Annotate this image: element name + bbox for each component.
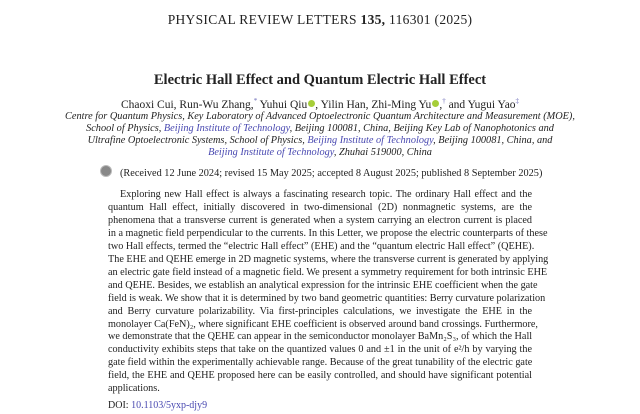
abstract-line: monolayer Ca(FeN)₂, where significant EH… (108, 318, 538, 330)
institution-link[interactable]: Beijing Institute of Technology (208, 147, 334, 158)
orcid-icon[interactable] (432, 99, 440, 107)
affiliation-line: Ultrafine Optoelectronic Systems, School… (0, 135, 640, 147)
footnote-mark[interactable]: * (253, 97, 258, 105)
abstract-line: we demonstrate that the QEHE can appear … (108, 331, 533, 343)
abstract-line: field, the EHE and QEHE proposed here ca… (108, 370, 532, 382)
abstract-line: quantum Hall effect, initially discovere… (108, 201, 532, 213)
author: and Yugui Yao (448, 98, 516, 111)
dates-text: (Received 12 June 2024; revised 15 May 2… (120, 168, 543, 179)
footnote-mark[interactable]: † (442, 97, 446, 105)
received-dates: (Received 12 June 2024; revised 15 May 2… (100, 165, 542, 179)
abstract-line: an electric gate field instead of a magn… (108, 266, 548, 278)
author: Chaoxi Cui, (120, 98, 177, 111)
author: Yuhui Qiu (259, 98, 308, 111)
doi-label: DOI: (108, 400, 129, 411)
institution-link[interactable]: Beijing Institute of Technology (307, 135, 434, 146)
abstract-line: phenomena that a transverse current is g… (108, 214, 532, 226)
affiliation-text: , Zhuhai 519000, China (333, 147, 432, 158)
footnote-mark[interactable]: ‡ (515, 97, 520, 105)
author-list: Chaoxi Cui, Run-Wu Zhang,* Yuhui Qiu , Yi… (0, 97, 640, 111)
affiliation-text: , Beijing 100081, China, and (433, 135, 553, 146)
affiliation-text: Ultrafine Optoelectronic Systems, School… (87, 135, 308, 146)
affiliations: Centre for Quantum Physics, Key Laborato… (0, 111, 640, 159)
affiliation-text: , Beijing 100081, China, Beijing Key Lab… (289, 123, 554, 134)
separator: , (439, 98, 443, 111)
abstract-line: Exploring new Hall effect is always a fa… (120, 189, 532, 200)
abstract-line: gate field within the experimentally ach… (108, 357, 533, 369)
abstract-line: conductivity exhibits steps that take on… (108, 344, 532, 356)
article-number: 116301 (2025) (389, 12, 473, 27)
doi-link[interactable]: 10.1103/5yxp-djy9 (131, 400, 208, 411)
volume: 135, (360, 12, 386, 27)
journal-header: PHYSICAL REVIEW LETTERS 135, 116301 (202… (0, 12, 640, 28)
journal-name: PHYSICAL REVIEW LETTERS (167, 12, 357, 27)
abstract-line: and Berry curvature polarizability. Via … (108, 305, 532, 317)
affiliation-line: School of Physics, Beijing Institute of … (0, 123, 640, 135)
abstract-line: two Hall effects, termed the “electric H… (108, 240, 535, 252)
abstract-line: and QEHE. Besides, we establish an analy… (108, 279, 538, 291)
affiliation-line: Beijing Institute of Technology, Zhuhai … (0, 147, 640, 159)
paper-title: Electric Hall Effect and Quantum Electri… (153, 72, 487, 88)
check-for-updates-icon[interactable] (100, 165, 112, 177)
affiliation-line: Centre for Quantum Physics, Key Laborato… (65, 111, 575, 122)
affiliation-text: School of Physics, (86, 123, 164, 134)
abstract-line: in a magnetic field perpendicular to the… (108, 227, 548, 239)
orcid-icon[interactable] (308, 99, 316, 107)
abstract-line: The EHE and QEHE emerge in 2D magnetic s… (108, 253, 549, 265)
author: Run-Wu Zhang, (179, 98, 254, 111)
institution-link[interactable]: Beijing Institute of Technology (163, 123, 290, 134)
abstract: Exploring new Hall effect is always a fa… (108, 189, 549, 396)
doi: DOI: 10.1103/5yxp-djy9 (108, 400, 207, 411)
author: , Yilin Han, Zhi-Ming Yu (315, 98, 432, 111)
abstract-line: applications. (108, 383, 160, 395)
abstract-line: field is weak. We show that it is determ… (108, 292, 546, 304)
